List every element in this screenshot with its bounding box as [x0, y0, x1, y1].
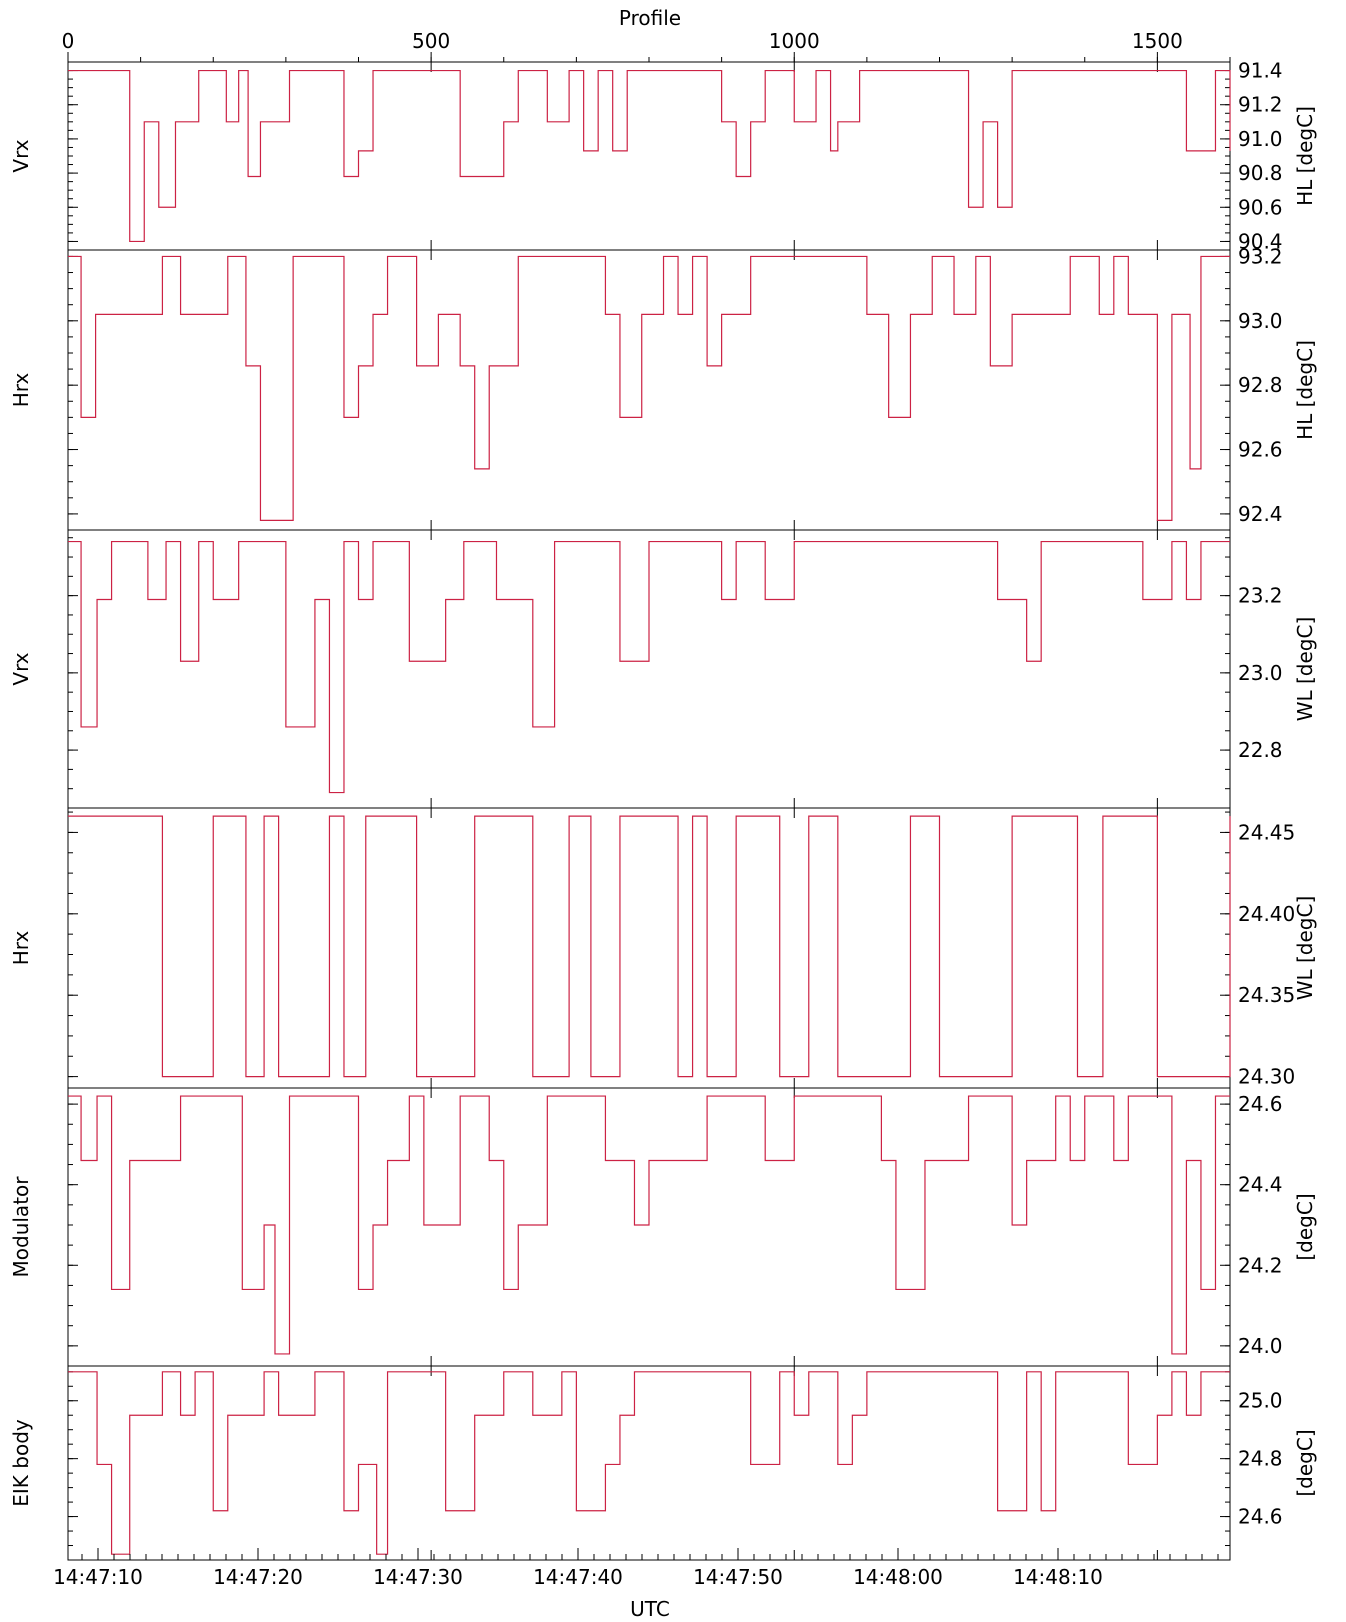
- panel-right-label: HL [degC]: [1293, 106, 1317, 206]
- panel-6: 25.0 24.8 24.6 EIK body [degC]: [9, 1365, 1317, 1561]
- panel-right-label: [degC]: [1293, 1429, 1317, 1496]
- y-tick-label: 90.4: [1238, 229, 1283, 253]
- bottom-axis-tick-label: 14:47:50: [693, 1565, 783, 1589]
- series-line: [68, 255, 1230, 521]
- panel-left-label: Vrx: [9, 652, 33, 685]
- top-axis-tick-label: 500: [412, 29, 450, 53]
- panel-left-label: Hrx: [9, 373, 33, 408]
- panel-1: 91.4 91.2 91.0 90.8 90.6 90.4 Vrx HL [degC]: [9, 59, 1317, 254]
- y-tick-label: 92.8: [1238, 373, 1283, 397]
- top-axis-tick-label: 1500: [1132, 29, 1183, 53]
- y-tick-label: 24.0: [1238, 1334, 1283, 1358]
- panel-frame: [67, 1365, 1231, 1561]
- panel-frame: [67, 249, 1231, 531]
- y-tick-label: 92.6: [1238, 438, 1283, 462]
- y-tick-label: 24.40: [1238, 902, 1295, 926]
- panel-left-label: Vrx: [9, 139, 33, 172]
- y-tick-label: 91.0: [1238, 127, 1283, 151]
- top-axis-label: Profile: [619, 6, 681, 30]
- series-line: [68, 815, 1231, 1078]
- panel-2: 93.2 93.0 92.8 92.6 92.4 Hrx HL [degC]: [9, 244, 1317, 531]
- top-axis-tick-label: 0: [62, 29, 75, 53]
- panel-right-label: [degC]: [1293, 1193, 1317, 1260]
- y-tick-label: 23.2: [1238, 584, 1283, 608]
- bottom-axis-label: UTC: [630, 1597, 670, 1621]
- y-tick-label: 92.4: [1238, 502, 1283, 526]
- panel-right-label: HL [degC]: [1293, 340, 1317, 440]
- y-tick-label: 24.30: [1238, 1065, 1295, 1089]
- panel-left-label: EIK body: [9, 1419, 33, 1507]
- y-tick-label: 24.6: [1238, 1505, 1283, 1529]
- bottom-axis-tick-label: 14:48:00: [853, 1565, 943, 1589]
- y-tick-label: 24.2: [1238, 1253, 1283, 1277]
- y-tick-label: 93.0: [1238, 309, 1283, 333]
- panel-4: 24.45 24.40 24.35 24.30 Hrx WL [degC]: [9, 807, 1317, 1089]
- y-tick-label: 24.35: [1238, 983, 1295, 1007]
- bottom-axis-tick-label: 14:47:40: [533, 1565, 623, 1589]
- series-line: [68, 540, 1230, 794]
- y-tick-label: 90.8: [1238, 161, 1283, 185]
- y-tick-label: 25.0: [1238, 1389, 1283, 1413]
- panel-right-label: WL [degC]: [1293, 896, 1317, 1001]
- y-tick-label: 91.4: [1238, 59, 1283, 83]
- panel-3: 23.2 23.0 22.8 Vrx WL [degC]: [9, 529, 1317, 809]
- bottom-axis-tick-label: 14:48:10: [1013, 1565, 1103, 1589]
- series-line: [68, 1371, 1230, 1555]
- panel-5: 24.6 24.4 24.2 24.0 Modulator [degC]: [9, 1087, 1317, 1367]
- series-line: [68, 1095, 1230, 1355]
- y-tick-label: 90.6: [1238, 195, 1283, 219]
- panel-left-label: Modulator: [9, 1176, 33, 1278]
- y-tick-label: 91.2: [1238, 93, 1283, 117]
- bottom-axis-tick-label: 14:47:30: [373, 1565, 463, 1589]
- y-tick-label: 24.4: [1238, 1173, 1283, 1197]
- panel-left-label: Hrx: [9, 931, 33, 966]
- panel-frame: [67, 807, 1231, 1089]
- bottom-axis-tick-label: 14:47:20: [213, 1565, 303, 1589]
- panel-right-label: WL [degC]: [1293, 617, 1317, 722]
- series-line: [68, 69, 1231, 243]
- y-tick-label: 24.8: [1238, 1447, 1283, 1471]
- y-tick-label: 24.6: [1238, 1092, 1283, 1116]
- panel-frame: [67, 61, 1231, 251]
- top-axis-tick-label: 1000: [769, 29, 820, 53]
- y-tick-label: 22.8: [1238, 738, 1283, 762]
- y-tick-label: 93.2: [1238, 244, 1283, 268]
- y-tick-label: 24.45: [1238, 820, 1295, 844]
- bottom-axis-tick-label: 14:47:10: [53, 1565, 143, 1589]
- y-tick-label: 23.0: [1238, 661, 1283, 685]
